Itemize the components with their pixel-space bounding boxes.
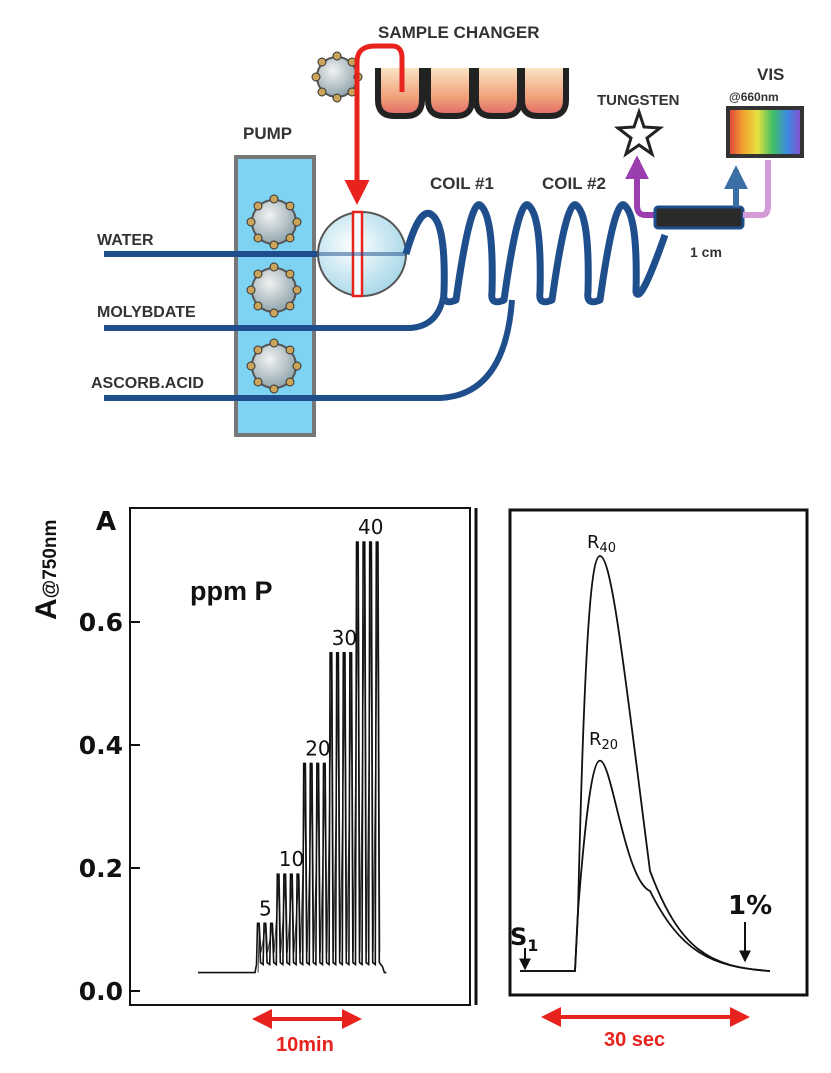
coil-2-label: COIL #2 [542, 174, 606, 193]
sample-probe-line [344, 43, 405, 205]
peak-label-r20: R20 [589, 729, 618, 753]
flow-diagram: SAMPLE CHANGER PUMP [91, 23, 804, 437]
flow-cell [653, 205, 745, 230]
peak-traces [198, 541, 387, 974]
sample-cup-icon [473, 68, 523, 119]
marker-s1-label: S1 [510, 923, 538, 955]
y-tick-label: 0.6 [79, 608, 123, 637]
group-labels: 5 10 20 30 40 [259, 515, 383, 920]
sample-cup-icon [519, 68, 569, 119]
coil-1-label: COIL #1 [430, 174, 494, 193]
left-chart: A A@750nm ppm P 0.0 0.2 0.4 0.6 5 10 20 30 40 1… [30, 507, 478, 1056]
marker-end-label: 1% [728, 891, 772, 921]
cell-length-label: 1 cm [690, 244, 722, 260]
light-path-detector [743, 160, 771, 218]
right-chart-frame [508, 508, 809, 997]
group-label: 10 [279, 847, 304, 871]
sample-changer-label: SAMPLE CHANGER [378, 23, 540, 42]
right-chart: R40 R20 S1 1% 30 sec [508, 508, 809, 1051]
sample-cups [375, 68, 569, 119]
y-tick-label: 0.0 [79, 977, 123, 1006]
spectrum-icon [726, 106, 804, 158]
tungsten-label: TUNGSTEN [597, 92, 680, 109]
tungsten-star-icon [613, 107, 665, 158]
y-ticks: 0.0 0.2 0.4 0.6 [79, 608, 140, 1006]
group-label: 5 [259, 896, 272, 920]
absorbance-trace-repeat [257, 542, 381, 973]
sample-cup-icon [425, 68, 475, 119]
pump-roller-icon [246, 194, 302, 250]
light-path-lamp [625, 155, 665, 218]
time-bar-30sec-label: 30 sec [604, 1029, 665, 1051]
peak-label-r40: R40 [587, 532, 616, 556]
peak-traces-r [520, 555, 771, 972]
group-label: 30 [332, 626, 357, 650]
time-bar-10min-label: 10min [276, 1034, 334, 1056]
y-tick-label: 0.4 [79, 731, 123, 760]
group-label: 40 [358, 515, 383, 539]
pump-label: PUMP [243, 124, 292, 143]
left-chart-frame [129, 507, 471, 1006]
y-axis-label: A@750nm [30, 520, 63, 620]
ascorb-label: ASCORB.ACID [91, 375, 204, 392]
vis-label: VIS [757, 65, 784, 84]
molybdate-label: MOLYBDATE [97, 304, 196, 321]
vis-wavelength-label: @660nm [729, 90, 779, 104]
group-label: 20 [305, 736, 330, 760]
chart-title-ppm: ppm P [190, 576, 273, 606]
injection-valve-icon [317, 210, 407, 298]
sample-carousel-roller-icon [311, 51, 363, 103]
peak-r40 [520, 555, 771, 972]
pump-roller-icon [246, 338, 302, 394]
pump-roller-icon [246, 262, 302, 318]
y-tick-label: 0.2 [79, 854, 123, 883]
reaction-coil [402, 201, 669, 306]
water-label: WATER [97, 232, 154, 249]
y-top-letter: A [96, 507, 116, 537]
peak-r20 [520, 759, 771, 972]
ascorb-tube [104, 299, 515, 401]
